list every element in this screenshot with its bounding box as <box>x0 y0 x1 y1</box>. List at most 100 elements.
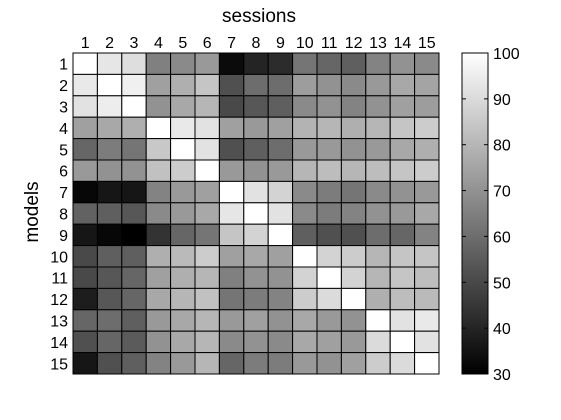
column-tick-label: 14 <box>394 35 412 52</box>
heatmap-cell <box>145 202 172 225</box>
heatmap-cell <box>121 309 147 332</box>
heatmap-cell <box>292 223 318 247</box>
heatmap-cell <box>414 180 440 204</box>
heatmap-cell <box>316 202 342 225</box>
heatmap-cell <box>340 202 367 225</box>
heatmap-cell <box>365 159 391 182</box>
heatmap-cell <box>243 52 269 75</box>
row-tick-label: 7 <box>59 185 68 202</box>
heatmap-cell <box>365 245 391 268</box>
heatmap-cell <box>170 223 196 247</box>
heatmap-cell <box>218 73 245 97</box>
heatmap-cell <box>316 245 342 268</box>
heatmap-cell <box>292 73 318 97</box>
heatmap-cell <box>414 159 440 182</box>
heatmap-cell <box>121 180 147 204</box>
heatmap-cell <box>243 116 269 140</box>
heatmap-cell <box>389 223 416 247</box>
heatmap-cell <box>194 309 220 332</box>
heatmap-cell <box>72 266 98 289</box>
heatmap-cell <box>414 266 440 289</box>
heatmap-cell <box>389 138 416 161</box>
column-tick-labels: 1 2 3 4 5 6 7 8 9 10 11 12 13 14 15 <box>81 35 436 52</box>
heatmap-cell <box>365 202 391 225</box>
heatmap-cell <box>121 73 147 97</box>
heatmap-cell <box>340 138 367 161</box>
heatmap-cell <box>243 309 269 332</box>
heatmap-cell <box>365 287 391 311</box>
heatmap-cell <box>414 95 440 118</box>
heatmap-cell <box>340 116 367 140</box>
heatmap-cell <box>316 73 342 97</box>
row-tick-label: 9 <box>59 228 68 245</box>
column-tick-label: 12 <box>345 35 363 52</box>
heatmap-cell <box>243 352 269 375</box>
colorbar-tick-label: 90 <box>493 92 511 109</box>
colorbar-tick-label: 100 <box>493 46 520 63</box>
heatmap-cell <box>145 159 172 182</box>
heatmap-cell <box>194 73 220 97</box>
heatmap-cell <box>414 138 440 161</box>
heatmap-cell <box>414 116 440 140</box>
heatmap-cell <box>316 287 342 311</box>
heatmap-cell <box>96 52 123 75</box>
heatmap-cell <box>316 138 342 161</box>
heatmap-cell <box>72 202 98 225</box>
heatmap-cell <box>121 52 147 75</box>
heatmap-cell <box>414 352 440 375</box>
heatmap-cell <box>170 352 196 375</box>
heatmap-cell <box>389 73 416 97</box>
heatmap-cell <box>121 245 147 268</box>
heatmap-cell <box>340 159 367 182</box>
heatmap-cell <box>194 223 220 247</box>
heatmap-cell <box>414 309 440 332</box>
heatmap-cell <box>218 287 245 311</box>
heatmap-cell <box>389 309 416 332</box>
heatmap-cell <box>267 180 294 204</box>
heatmap-cell <box>72 52 98 75</box>
column-tick-label: 7 <box>227 35 236 52</box>
plot-frame <box>72 52 440 375</box>
heatmap-cell <box>267 330 294 354</box>
heatmap-cell <box>96 352 123 375</box>
heatmap-cell <box>365 73 391 97</box>
heatmap-cell <box>340 52 367 75</box>
heatmap-cell <box>121 330 147 354</box>
heatmap-cell <box>218 116 245 140</box>
heatmap-cell <box>365 352 391 375</box>
heatmap-cell <box>145 223 172 247</box>
heatmap-cell <box>170 52 196 75</box>
heatmap-cell <box>267 52 294 75</box>
heatmap-cell <box>121 223 147 247</box>
heatmap-cell <box>414 202 440 225</box>
heatmap-cell <box>96 180 123 204</box>
column-tick-label: 4 <box>154 35 163 52</box>
heatmap-cell <box>292 202 318 225</box>
heatmap-cell <box>96 116 123 140</box>
heatmap-cell <box>340 73 367 97</box>
heatmap-cell <box>243 266 269 289</box>
heatmap-cell <box>316 180 342 204</box>
heatmap-cell <box>194 95 220 118</box>
heatmap-cell <box>145 287 172 311</box>
heatmap-cell <box>292 352 318 375</box>
heatmap-cell <box>170 287 196 311</box>
heatmap-cell <box>340 245 367 268</box>
heatmap-cell <box>389 352 416 375</box>
heatmap-cell <box>218 309 245 332</box>
heatmap-cell <box>96 73 123 97</box>
heatmap-cell <box>389 245 416 268</box>
heatmap-cell <box>316 223 342 247</box>
heatmap-cell <box>194 245 220 268</box>
heatmap-cell <box>96 159 123 182</box>
heatmap-cell <box>389 287 416 311</box>
heatmap-cell <box>267 287 294 311</box>
heatmap-cell <box>170 202 196 225</box>
heatmap-cell <box>389 266 416 289</box>
heatmap-cell <box>243 138 269 161</box>
column-tick-label: 3 <box>130 35 139 52</box>
heatmap-cell <box>121 266 147 289</box>
column-tick-label: 11 <box>321 35 338 52</box>
heatmap-cell <box>218 202 245 225</box>
